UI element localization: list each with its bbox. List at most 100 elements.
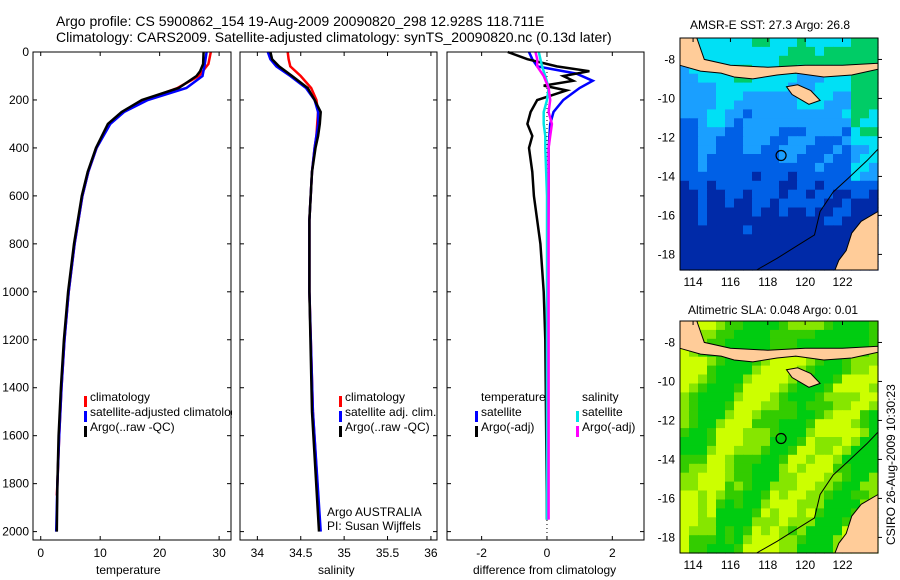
land-sumba-island bbox=[785, 367, 821, 388]
map-cell bbox=[698, 171, 708, 182]
map-cell bbox=[833, 490, 843, 500]
map-cell bbox=[788, 261, 798, 271]
map-cell bbox=[779, 428, 789, 438]
map-cell bbox=[797, 338, 807, 349]
map-cell bbox=[725, 162, 735, 173]
legend-temp-argo: Argo(..raw -QC) bbox=[90, 420, 175, 434]
map-cell bbox=[698, 365, 708, 376]
map-cell bbox=[725, 198, 735, 209]
map-cell bbox=[842, 419, 852, 429]
map-cell bbox=[815, 261, 825, 271]
map-cell bbox=[770, 38, 780, 48]
salinity-xlabel: salinity bbox=[318, 563, 355, 577]
map-cell bbox=[761, 481, 771, 492]
x-tick-label: 36 bbox=[424, 546, 438, 560]
map-cell bbox=[860, 198, 870, 209]
map-cell bbox=[707, 136, 717, 146]
map-cell bbox=[716, 410, 726, 420]
legend-diff-sal-argo: Argo(-adj) bbox=[582, 420, 636, 434]
map-cell bbox=[824, 154, 834, 164]
lon-tick-label: 114 bbox=[684, 558, 703, 572]
map-cell bbox=[698, 374, 708, 384]
map-cell bbox=[851, 154, 861, 164]
map-cell bbox=[752, 180, 762, 191]
map-cell bbox=[779, 136, 789, 146]
map-cell bbox=[761, 517, 771, 527]
map-cell bbox=[842, 207, 852, 217]
map-cell bbox=[779, 437, 789, 447]
map-cell bbox=[770, 401, 780, 411]
map-cell bbox=[779, 109, 789, 119]
map-cell bbox=[797, 109, 807, 119]
map-cell bbox=[788, 118, 798, 128]
figure-title-line1: Argo profile: CS 5900862_154 19-Aug-2009… bbox=[56, 13, 545, 29]
y-tick-label: 1400 bbox=[2, 381, 29, 395]
map-cell bbox=[689, 252, 699, 262]
map-cell bbox=[770, 127, 780, 137]
map-cell bbox=[734, 410, 744, 420]
map-cell bbox=[761, 252, 771, 262]
map-cell bbox=[716, 481, 726, 492]
map-cell bbox=[743, 321, 753, 331]
map-cell bbox=[797, 127, 807, 137]
map-cell bbox=[761, 118, 771, 128]
map-cell bbox=[689, 526, 699, 536]
map-cell bbox=[851, 437, 861, 447]
map-cell bbox=[716, 136, 726, 146]
map-cell bbox=[797, 526, 807, 536]
map-cell bbox=[752, 127, 762, 137]
map-cell bbox=[752, 321, 762, 331]
map-cell bbox=[707, 189, 717, 200]
map-cell bbox=[743, 329, 753, 340]
map-cell bbox=[725, 234, 735, 244]
map-cell bbox=[788, 329, 798, 340]
map-cell bbox=[851, 109, 861, 119]
map-cell bbox=[860, 401, 870, 411]
map-cell bbox=[725, 338, 735, 349]
map-cell bbox=[797, 216, 807, 226]
x-tick-label: 0 bbox=[544, 546, 551, 560]
map-cell bbox=[779, 225, 789, 235]
map-cell bbox=[806, 535, 816, 545]
map-cell bbox=[761, 463, 771, 474]
map-cell bbox=[788, 419, 798, 429]
map-cell bbox=[734, 481, 744, 492]
legend-swatch bbox=[475, 411, 478, 422]
map-cell bbox=[860, 410, 870, 420]
legend-swatch bbox=[339, 396, 342, 407]
map-cell bbox=[716, 118, 726, 128]
map-cell bbox=[716, 109, 726, 119]
map-cell bbox=[761, 437, 771, 447]
map-cell bbox=[806, 356, 816, 367]
map-cell bbox=[698, 118, 708, 128]
map-cell bbox=[833, 401, 843, 411]
map-cell bbox=[743, 544, 753, 554]
map-cell bbox=[851, 490, 861, 500]
map-cell bbox=[815, 338, 825, 349]
map-cell bbox=[716, 73, 726, 84]
map-cell bbox=[761, 180, 771, 191]
map-cell bbox=[743, 252, 753, 262]
map-cell bbox=[788, 481, 798, 492]
map-cell bbox=[761, 329, 771, 340]
map-cell bbox=[824, 180, 834, 191]
map-cell bbox=[752, 145, 762, 155]
map-cell bbox=[833, 82, 843, 93]
map-cell bbox=[797, 154, 807, 164]
map-cell bbox=[815, 162, 825, 173]
map-cell bbox=[743, 481, 753, 492]
float-pi: PI: Susan Wijffels bbox=[327, 519, 421, 533]
map-cell bbox=[779, 517, 789, 527]
map-cell bbox=[698, 454, 708, 465]
map-cell bbox=[707, 225, 717, 235]
y-tick-label: 2000 bbox=[2, 525, 29, 539]
map-cell bbox=[815, 109, 825, 119]
x-tick-label: 34.5 bbox=[289, 546, 313, 560]
map-cell bbox=[689, 517, 699, 527]
map-cell bbox=[770, 55, 780, 66]
map-cell bbox=[680, 481, 690, 492]
map-cell bbox=[716, 535, 726, 545]
map-cell bbox=[698, 127, 708, 137]
map-cell bbox=[689, 91, 699, 101]
map-cell bbox=[725, 517, 735, 527]
